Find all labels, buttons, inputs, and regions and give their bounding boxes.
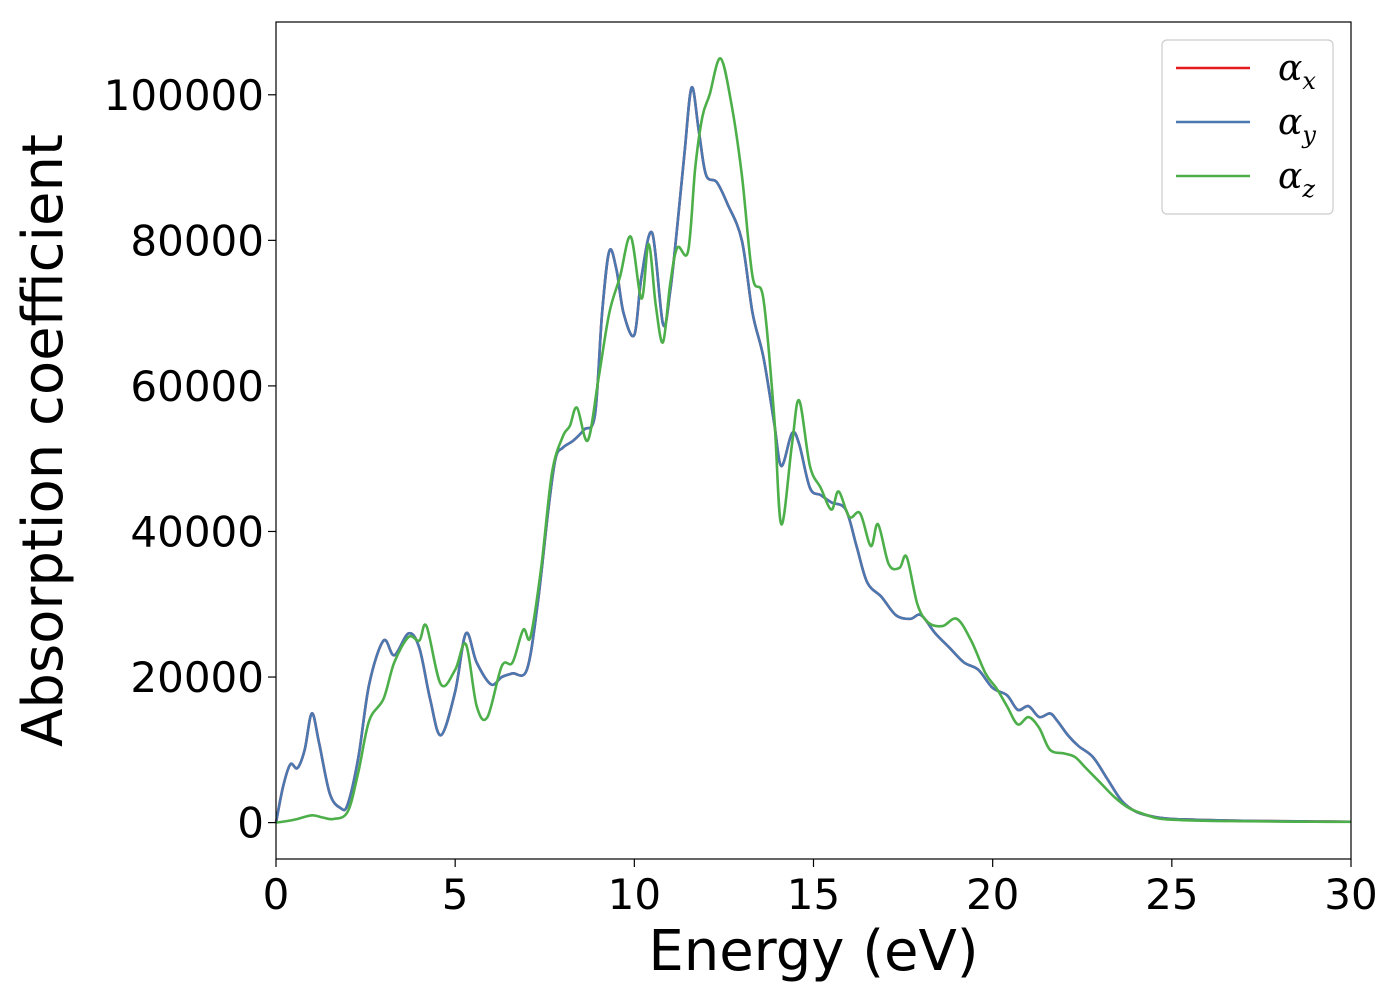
legend-label-z: αz [1278, 156, 1315, 203]
y-tick-label: 0 [237, 799, 264, 848]
x-axis-title: Energy (eV) [648, 919, 978, 984]
series-line-y [274, 86, 1352, 824]
legend: αx αy αz [1161, 39, 1334, 215]
series-line-z [275, 57, 1352, 824]
x-tick-label: 30 [1324, 870, 1377, 919]
y-axis: 0 20000 40000 60000 80000 100000 [104, 71, 276, 848]
plot-lines [274, 57, 1352, 824]
x-tick-label: 5 [442, 870, 469, 919]
y-tick-label: 60000 [130, 362, 264, 411]
x-tick-label: 15 [787, 870, 840, 919]
x-tick-label: 10 [608, 870, 661, 919]
y-axis-title: Absorption coefficient [11, 134, 76, 747]
y-tick-label: 40000 [130, 507, 264, 556]
x-tick-label: 0 [263, 870, 290, 919]
legend-label-y: αy [1278, 102, 1316, 149]
y-tick-label: 20000 [130, 653, 264, 702]
x-tick-label: 25 [1145, 870, 1198, 919]
x-axis: 0 5 10 15 20 25 30 [263, 859, 1378, 919]
x-tick-label: 20 [966, 870, 1019, 919]
legend-box [1161, 39, 1334, 215]
y-tick-label: 80000 [130, 216, 264, 265]
y-tick-label: 100000 [104, 71, 264, 120]
legend-label-x: αx [1278, 48, 1316, 95]
